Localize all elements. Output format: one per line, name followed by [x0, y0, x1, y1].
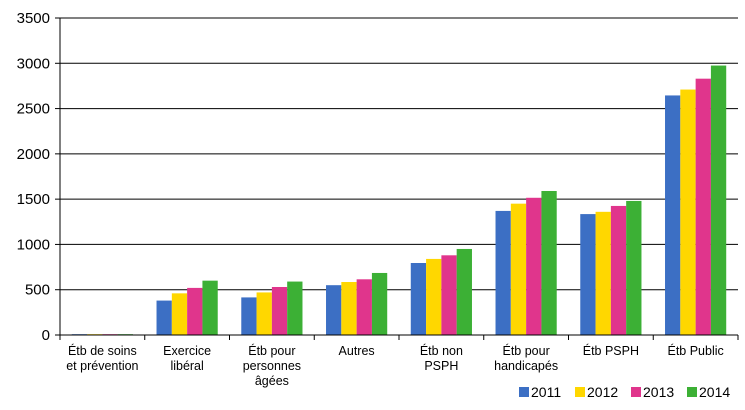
- category-label-line: Étb pour: [248, 343, 295, 358]
- bar: [665, 95, 681, 335]
- bar: [341, 282, 357, 335]
- x-axis-categories: Étb de soins et prévention Exercice libéral…: [66, 343, 724, 388]
- legend-swatch: [631, 387, 641, 397]
- y-tick-label: 0: [42, 327, 50, 344]
- bar: [626, 200, 642, 335]
- y-tick-label: 2000: [17, 146, 50, 163]
- y-tick-label: 500: [25, 282, 50, 299]
- category-label-line: Étb de soins: [68, 343, 137, 358]
- axes: [59, 18, 739, 340]
- bar: [595, 211, 611, 335]
- category-label: Étb pour handicapés: [494, 343, 558, 373]
- bar: [610, 205, 627, 335]
- category-label: Étb Public: [667, 343, 723, 358]
- category-label-line: et prévention: [66, 359, 138, 373]
- y-tick-label: 1000: [17, 236, 50, 253]
- y-tick-label: 2500: [17, 101, 50, 118]
- bar: [171, 293, 188, 335]
- category-label-line: Étb non: [420, 343, 463, 358]
- category-label: Étb pour personnes âgées: [243, 343, 301, 388]
- legend-label: 2014: [699, 384, 730, 400]
- category-label-line: Autres: [339, 344, 375, 358]
- bar: [510, 203, 527, 335]
- legend-label: 2013: [643, 384, 674, 400]
- category-label-line: Exercice: [163, 344, 211, 358]
- bars: [71, 65, 727, 336]
- gridlines: [60, 17, 738, 291]
- category-label: Étb non PSPH: [420, 343, 463, 373]
- y-tick-label: 3000: [17, 55, 50, 72]
- bar: [441, 255, 457, 335]
- y-axis-ticks: 0 500 1000 1500 2000 2500 3000 3500: [17, 10, 60, 344]
- category-label-line: Étb pour: [502, 343, 549, 358]
- bar: [580, 214, 596, 335]
- bar: [410, 263, 427, 335]
- legend-label: 2011: [531, 384, 561, 400]
- category-label-line: libéral: [170, 359, 203, 373]
- bar: [156, 300, 172, 335]
- bar: [495, 210, 511, 335]
- bar: [256, 292, 272, 335]
- bar: [541, 190, 557, 335]
- category-label-line: Étb Public: [667, 343, 723, 358]
- legend-swatch: [687, 387, 697, 397]
- category-label: Étb PSPH: [583, 343, 639, 358]
- category-label: Étb de soins et prévention: [66, 343, 138, 373]
- legend: 2011 2012 2013 2014: [519, 384, 730, 400]
- bar: [187, 287, 203, 335]
- bar: [695, 78, 711, 336]
- category-label-line: PSPH: [424, 359, 458, 373]
- bar: [710, 65, 727, 336]
- y-tick-label: 3500: [17, 10, 50, 27]
- legend-swatch: [519, 387, 529, 397]
- y-tick-label: 1500: [17, 191, 50, 208]
- bar: [326, 285, 342, 335]
- category-label: Exercice libéral: [163, 344, 211, 373]
- category-label-line: âgées: [255, 374, 289, 388]
- bar: [456, 248, 472, 335]
- bar: [371, 272, 388, 335]
- category-label-line: Étb PSPH: [583, 343, 639, 358]
- legend-swatch: [575, 387, 585, 397]
- bar: [271, 287, 288, 335]
- bar: [241, 297, 257, 335]
- legend-label: 2012: [587, 384, 618, 400]
- bar: [680, 89, 696, 335]
- category-label-line: handicapés: [494, 359, 558, 373]
- bar: [356, 279, 372, 335]
- bar: [426, 258, 442, 335]
- category-label-line: personnes: [243, 359, 301, 373]
- bar: [526, 197, 542, 335]
- bar: [287, 281, 303, 335]
- category-label: Autres: [339, 344, 375, 358]
- bar: [202, 280, 218, 335]
